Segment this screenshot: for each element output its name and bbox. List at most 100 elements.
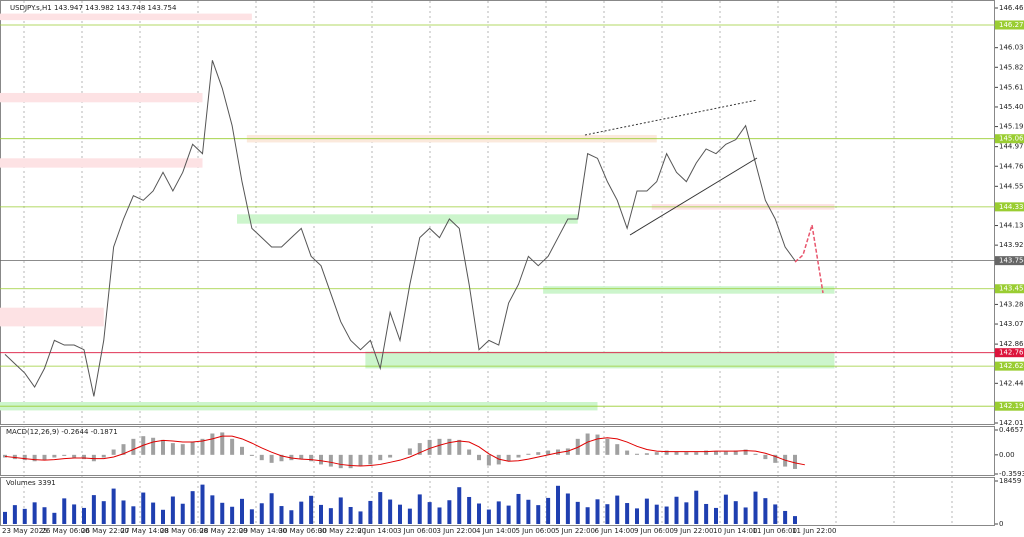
macd-bar [289, 454, 294, 461]
volume-panel [0, 477, 995, 526]
volume-bar [575, 501, 580, 524]
volume-bar [279, 506, 284, 524]
macd-bar [348, 454, 353, 469]
volume-bar [3, 511, 7, 524]
x-tick-label: 2 Jun 14:00 [358, 527, 398, 535]
macd-bar [595, 434, 600, 455]
volume-bar [220, 502, 225, 524]
macd-bar [585, 433, 590, 455]
volume-title: Volumes 3391 [6, 479, 56, 487]
macd-bar [536, 452, 541, 455]
volume-tick-label: 0 [999, 520, 1003, 528]
volume-bar [674, 496, 679, 524]
volume-bar [644, 498, 649, 524]
x-tick-label: 26 May 22:00 [81, 527, 129, 535]
macd-bar [793, 454, 797, 469]
volume-bar [210, 495, 215, 524]
macd-bar [694, 452, 699, 455]
level-tag [995, 256, 1024, 266]
x-tick-label: 28 May 06:00 [160, 527, 208, 535]
macd-signal [4, 435, 805, 467]
volume-bar [82, 507, 86, 524]
macd-title: MACD(12,26,9) -0.2644 -0.1871 [6, 428, 118, 436]
macd-bar [378, 454, 383, 461]
volume-bar [358, 511, 363, 524]
volume-bar [477, 503, 481, 524]
y-tick-label: 143.920 [999, 241, 1024, 249]
volume-bar [309, 495, 314, 524]
volume-bar [249, 509, 254, 524]
volume-bar [22, 508, 27, 524]
macd-bar [309, 454, 314, 462]
x-tick-label: 29 May 14:00 [239, 527, 287, 535]
foreground-layer: 146.460 146.035 145.825 145.610 145.400 145.1… [2, 4, 1024, 535]
zone [0, 307, 104, 327]
volume-bar [714, 507, 718, 524]
macd-bar [644, 453, 649, 455]
volume-bar [763, 498, 768, 524]
macd-bar [42, 454, 47, 461]
macd-bar [170, 443, 175, 455]
macd-bar [12, 454, 17, 460]
volume-bar [259, 503, 264, 524]
y-tick-label: 144.130 [999, 222, 1024, 230]
zone [0, 158, 203, 168]
volume-bar [62, 498, 67, 524]
x-tick-label: 26 May 06:00 [42, 527, 90, 535]
macd-bar [457, 439, 462, 455]
macd-bar [161, 439, 165, 455]
macd-bar [358, 454, 363, 466]
y-tick-label: 145.400 [999, 103, 1024, 111]
y-tick-label: 143.285 [999, 300, 1024, 308]
y-tick-label: 145.190 [999, 123, 1024, 131]
macd-bar [496, 454, 501, 465]
y-tick-label: 146.035 [999, 44, 1024, 52]
x-tick-label: 5 Jun 22:00 [555, 527, 595, 535]
volume-bar [457, 487, 462, 524]
zone [0, 13, 252, 21]
macd-bar [447, 438, 452, 455]
volume-bar [654, 504, 659, 524]
volume-bar [42, 507, 47, 524]
volume-bar [605, 504, 610, 524]
volume-bar [91, 495, 96, 524]
volume-bar [556, 485, 560, 524]
x-tick-label: 11 Jun 06:00 [753, 527, 797, 535]
x-tick-label: 23 May 2025 [2, 527, 48, 535]
x-tick-label: 27 May 14:00 [121, 527, 169, 535]
macd-bar [101, 454, 106, 458]
x-tick-label: 30 May 06:00 [279, 527, 327, 535]
level-tag [995, 284, 1024, 294]
volume-bar [565, 493, 570, 524]
y-tick-label: 145.825 [999, 63, 1024, 71]
volume-bar [733, 501, 738, 524]
volume-bar [368, 500, 373, 524]
macd-bar [684, 452, 689, 455]
level-tag [995, 202, 1024, 212]
macd-bar [733, 450, 738, 455]
projection-arrow [794, 224, 824, 294]
macd-bar [299, 454, 304, 460]
macd-bar [704, 450, 709, 455]
macd-bar [654, 452, 659, 455]
level-label: 146.278 [999, 21, 1024, 29]
price-line [4, 60, 796, 397]
macd-bar [111, 449, 116, 455]
macd-bar [486, 454, 491, 466]
macd-bar [200, 438, 205, 455]
volume-bar [190, 491, 195, 524]
y-tick-label: 144.975 [999, 143, 1024, 151]
volume-bar [585, 507, 590, 524]
macd-bar [91, 454, 96, 462]
volume-bar [664, 506, 669, 524]
macd-bar [52, 454, 57, 458]
y-tick-label: 146.460 [999, 4, 1024, 12]
volume-bar [388, 499, 393, 524]
volume-bar [625, 503, 630, 524]
x-tick-label: 6 Jun 14:00 [595, 527, 635, 535]
macd-bar [635, 453, 639, 455]
macd-bar [319, 454, 323, 465]
y-tick-label: 142.440 [999, 379, 1024, 387]
level-tag [995, 348, 1024, 358]
macd-tick-label: -0.3593 [999, 470, 1024, 478]
